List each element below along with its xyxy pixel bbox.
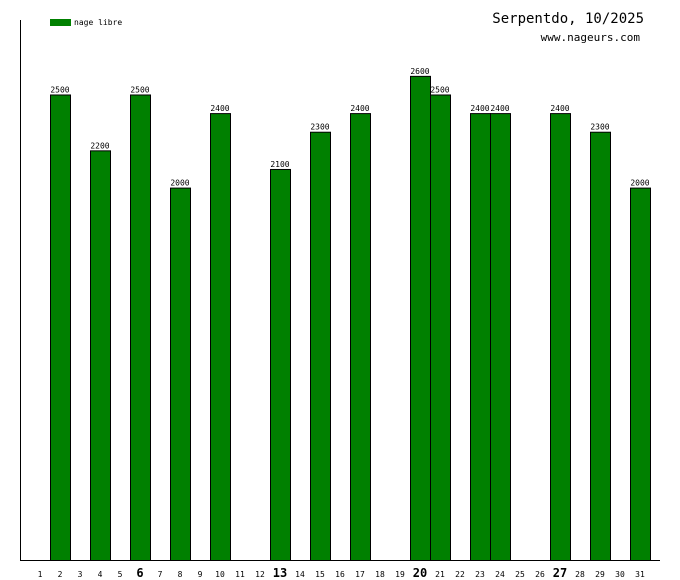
bar-value-label-6: 2500: [130, 85, 149, 94]
legend-swatch: [50, 19, 71, 26]
bar-value-label-4: 2200: [90, 141, 109, 150]
bar-day-10: [210, 113, 231, 561]
bar-value-label-10: 2400: [210, 104, 229, 113]
bar-value-label-31: 2000: [630, 179, 649, 188]
bar-value-label-21: 2500: [430, 85, 449, 94]
x-tick-label-5: 5: [118, 570, 123, 579]
x-tick-label-13: 13: [273, 566, 287, 580]
legend: nage libre: [50, 18, 122, 27]
bar-value-label-20: 2600: [410, 67, 429, 76]
x-tick-label-11: 11: [235, 570, 245, 579]
chart-subtitle: www.nageurs.com: [541, 31, 641, 44]
x-tick-label-30: 30: [615, 570, 625, 579]
bar-day-24: [490, 113, 511, 561]
x-tick-label-20: 20: [413, 566, 427, 580]
bar-day-20: [410, 75, 431, 562]
x-tick-label-15: 15: [315, 570, 325, 579]
x-tick-label-23: 23: [475, 570, 485, 579]
bar-value-label-2: 2500: [50, 85, 69, 94]
x-tick-label-3: 3: [78, 570, 83, 579]
bar-day-2: [50, 94, 71, 561]
x-tick-label-18: 18: [375, 570, 385, 579]
x-tick-label-22: 22: [455, 570, 465, 579]
bar-value-label-27: 2400: [550, 104, 569, 113]
x-tick-label-29: 29: [595, 570, 605, 579]
bar-value-label-8: 2000: [170, 179, 189, 188]
bar-day-17: [350, 113, 371, 561]
bar-day-23: [470, 113, 491, 561]
x-tick-label-28: 28: [575, 570, 585, 579]
chart-title: Serpentdo, 10/2025: [492, 11, 644, 27]
bar-value-label-13: 2100: [270, 160, 289, 169]
x-tick-label-31: 31: [635, 570, 645, 579]
bar-day-31: [630, 187, 651, 561]
bar-value-label-17: 2400: [350, 104, 369, 113]
bar-value-label-15: 2300: [310, 123, 329, 132]
x-tick-label-17: 17: [355, 570, 365, 579]
bar-day-27: [550, 113, 571, 561]
x-tick-label-1: 1: [38, 570, 43, 579]
bar-day-29: [590, 131, 611, 561]
x-tick-label-8: 8: [178, 570, 183, 579]
x-tick-label-26: 26: [535, 570, 545, 579]
x-tick-label-7: 7: [158, 570, 163, 579]
x-tick-label-16: 16: [335, 570, 345, 579]
x-tick-label-21: 21: [435, 570, 445, 579]
bar-day-21: [430, 94, 451, 561]
x-tick-label-27: 27: [553, 566, 567, 580]
x-axis-tick-labels: 1 2 3 4 5 6 7 8 9 10 11 12 13 14 15 16 17 18 19 20 21 22 23 24 2…: [38, 566, 645, 580]
bar-day-6: [130, 94, 151, 561]
bar-day-8: [170, 187, 191, 561]
bar-labels: 2500220025002000240021002300240026002500…: [50, 67, 649, 188]
x-tick-label-6: 6: [136, 566, 143, 580]
bar-day-13: [270, 168, 291, 561]
x-tick-label-19: 19: [395, 570, 405, 579]
bar-day-4: [90, 150, 111, 562]
legend-label: nage libre: [74, 18, 122, 27]
x-tick-label-4: 4: [98, 570, 103, 579]
bar-value-label-23: 2400: [470, 104, 489, 113]
bars: [50, 75, 651, 562]
x-tick-label-10: 10: [215, 570, 225, 579]
x-tick-label-24: 24: [495, 570, 505, 579]
bar-value-label-24: 2400: [490, 104, 509, 113]
x-tick-label-25: 25: [515, 570, 525, 579]
bar-day-15: [310, 131, 331, 561]
x-tick-label-2: 2: [58, 570, 63, 579]
x-tick-label-12: 12: [255, 570, 265, 579]
bar-value-label-29: 2300: [590, 123, 609, 132]
x-tick-label-14: 14: [295, 570, 305, 579]
x-tick-label-9: 9: [198, 570, 203, 579]
